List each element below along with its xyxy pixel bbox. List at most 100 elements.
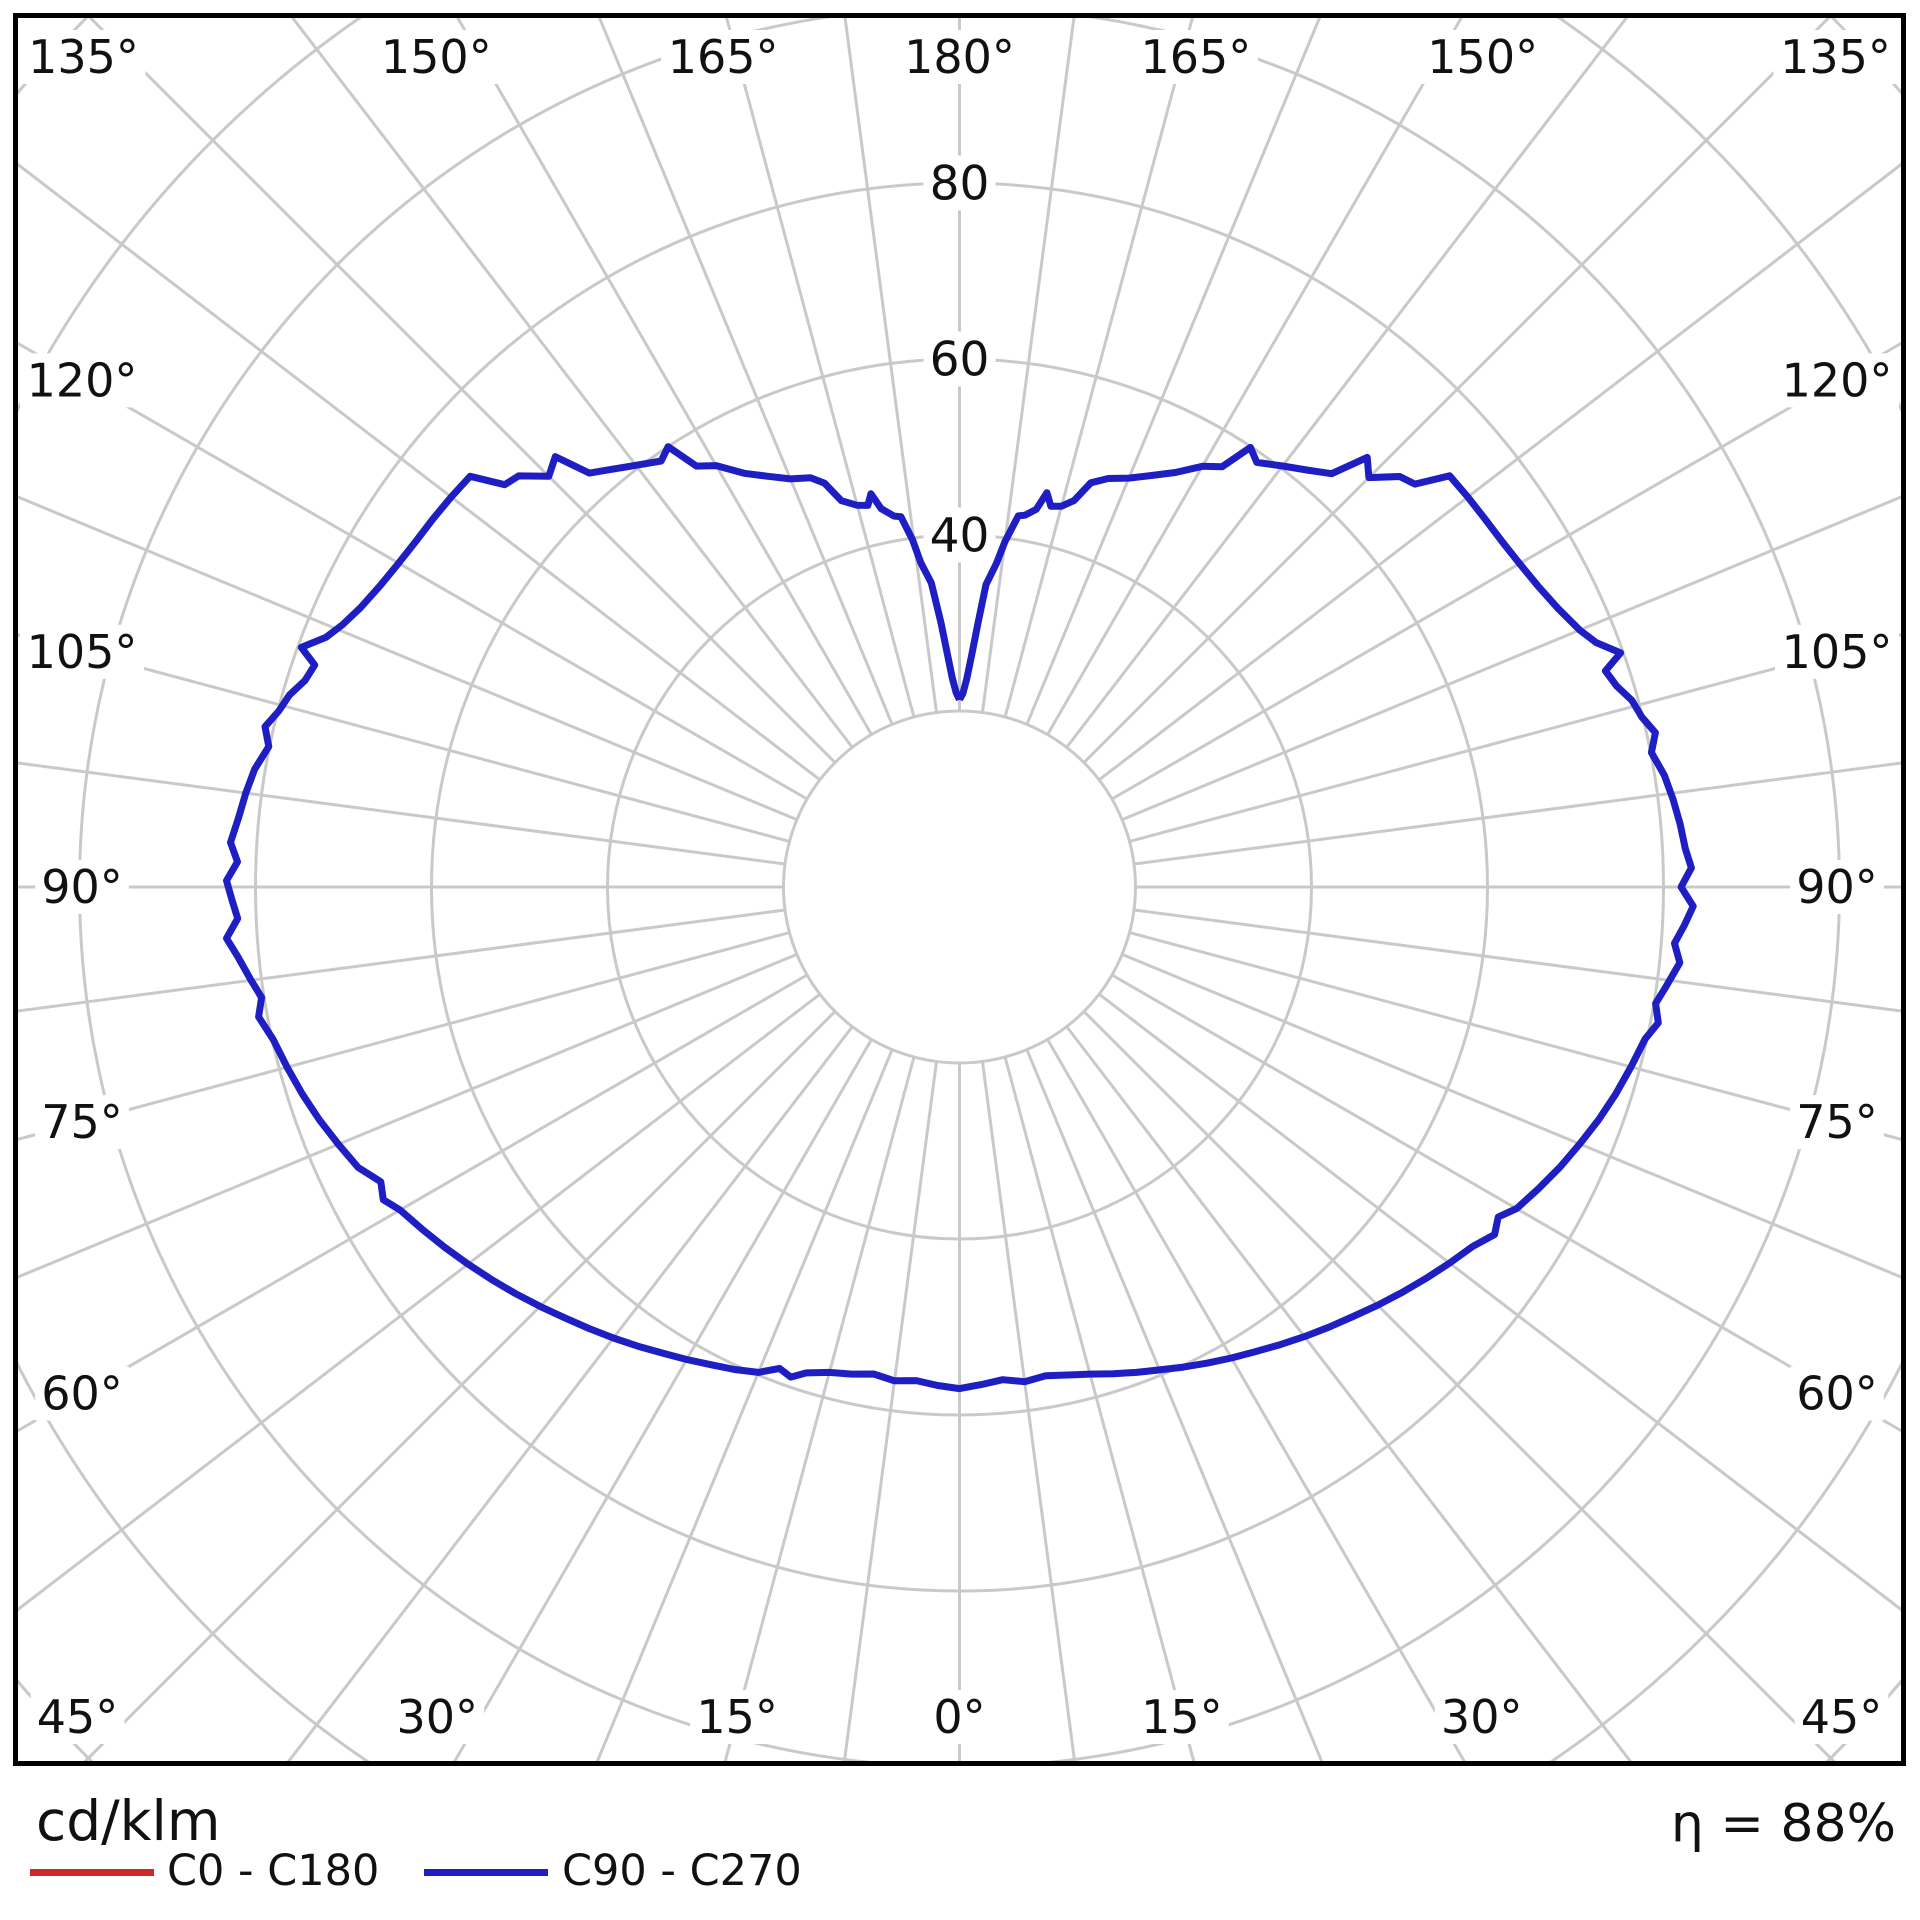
angular-spoke-202.5 [597, 18, 894, 725]
angle-label-135-right-backing [1773, 30, 1898, 84]
angle-label-150-left: 150° [381, 30, 492, 84]
angular-spoke-82.5 [1133, 908, 1901, 1013]
units-label: cd/klm [36, 1789, 221, 1853]
angle-label-150-right-backing [1420, 30, 1545, 84]
angular-spoke-195 [725, 18, 916, 718]
angular-spoke-210 [456, 18, 873, 736]
angle-label-105-right-backing [1774, 624, 1900, 679]
angle-label-180: 180° [904, 30, 1015, 84]
angle-label-60-left-backing [35, 1366, 129, 1421]
angle-label-135-right: 135° [1780, 30, 1891, 84]
angle-label-135-left-backing [21, 30, 146, 84]
angle-label-180-backing [897, 30, 1022, 84]
angular-spoke-232.5 [18, 162, 821, 782]
angle-label-75-right: 75° [1796, 1095, 1878, 1149]
angular-spoke-135 [1082, 18, 1831, 764]
angle-label-120-right: 120° [1782, 353, 1893, 407]
angle-label-15-left: 15° [696, 1690, 778, 1744]
angle-label-60-left: 60° [41, 1367, 123, 1421]
angular-spoke-315 [83, 1010, 837, 1761]
angular-spoke-97.5 [1133, 761, 1901, 866]
legend-swatch-c90-c270 [424, 1869, 548, 1876]
angle-label-45-left-backing [30, 1690, 125, 1744]
angle-label-45-right: 45° [1801, 1690, 1883, 1744]
angle-label-90-right: 90° [1796, 860, 1878, 914]
angle-label-45-right-backing [1794, 1690, 1889, 1744]
intensity-curve-c90-c270 [223, 443, 1697, 1393]
angular-spoke-120 [1111, 341, 1901, 801]
angular-spoke-45 [1082, 1010, 1836, 1761]
angular-spoke-52.5 [1098, 992, 1901, 1612]
angle-label-45-left: 45° [37, 1690, 119, 1744]
angular-spoke-30 [1046, 1038, 1466, 1761]
angular-spoke-15 [1003, 1056, 1196, 1761]
angular-spoke-60 [1111, 973, 1901, 1433]
angle-label-15-left-backing [690, 1690, 784, 1744]
angle-label-15-right: 15° [1141, 1690, 1223, 1744]
angular-spoke-240 [18, 341, 808, 801]
angle-label-90-left: 90° [41, 860, 123, 914]
angle-label-30-right: 30° [1441, 1690, 1523, 1744]
grid-labels: 40 60 80 180° 165° 165° 150° 150° 135° 135° 120° 12… [19, 30, 1900, 1744]
angle-label-165-right: 165° [1140, 30, 1251, 84]
angular-spoke-345 [723, 1056, 916, 1761]
angular-spoke-307.5 [18, 992, 821, 1612]
ring-label-80-backing [923, 155, 996, 211]
ring-label-80: 80 [930, 156, 990, 211]
angular-spoke-22.5 [1025, 1049, 1324, 1761]
ring-label-40: 40 [930, 508, 990, 563]
angular-spoke-225 [88, 18, 837, 764]
angle-label-105-left: 105° [27, 625, 138, 679]
angular-spoke-7.5 [980, 1061, 1077, 1761]
angular-spoke-75 [1129, 931, 1901, 1141]
ring-label-40-backing [923, 507, 996, 563]
legend-label-c90-c270: C90 - C270 [562, 1846, 802, 1896]
ring-label-60: 60 [930, 332, 990, 387]
angular-spoke-217.5 [290, 18, 854, 749]
angular-spoke-277.5 [18, 908, 786, 1013]
angle-label-75-left-backing [35, 1095, 129, 1150]
efficiency-label: η = 88% [1670, 1794, 1896, 1854]
angle-label-60-right: 60° [1796, 1367, 1878, 1421]
angular-spoke-165 [1003, 18, 1194, 718]
angular-spoke-337.5 [595, 1049, 894, 1761]
angle-label-165-left-backing [661, 30, 786, 84]
angular-spoke-300 [18, 973, 808, 1433]
angular-spoke-247.5 [18, 495, 798, 822]
angle-label-150-left-backing [374, 30, 499, 84]
angular-spoke-127.5 [1098, 162, 1901, 782]
intensity-curves [223, 443, 1697, 1393]
ring-label-60-backing [923, 331, 996, 387]
angular-spoke-157.5 [1025, 18, 1322, 725]
angle-label-0: 0° [933, 1690, 985, 1744]
angular-spoke-352.5 [842, 1061, 939, 1761]
angular-spoke-37.5 [1065, 1025, 1633, 1761]
angle-label-15-right-backing [1135, 1690, 1229, 1744]
angular-spoke-172.5 [980, 18, 1076, 713]
angular-spoke-187.5 [843, 18, 939, 713]
angular-spoke-142.5 [1065, 18, 1629, 749]
angular-spoke-322.5 [286, 1025, 854, 1761]
angle-label-60-right-backing [1790, 1366, 1884, 1421]
angle-label-165-right-backing [1133, 30, 1258, 84]
angle-label-120-right-backing [1774, 353, 1900, 408]
angle-label-105-right: 105° [1782, 625, 1893, 679]
angular-spoke-262.5 [18, 761, 786, 866]
legend-label-c0-c180: C0 - C180 [167, 1846, 380, 1896]
angular-spoke-105 [1129, 633, 1901, 843]
angular-spoke-150 [1046, 18, 1463, 736]
angular-spoke-330 [453, 1038, 873, 1761]
angle-label-105-left-backing [19, 624, 145, 679]
angle-label-30-right-backing [1434, 1690, 1529, 1744]
angle-label-0-backing [927, 1690, 992, 1744]
angle-label-30-left-backing [390, 1690, 485, 1744]
chart-frame [13, 13, 1906, 1766]
angle-label-90-right-backing [1790, 860, 1884, 914]
legend-swatch-c0-c180 [30, 1869, 154, 1876]
angle-label-90-left-backing [35, 860, 129, 914]
angle-label-165-left: 165° [668, 30, 779, 84]
angle-label-120-left: 120° [27, 353, 138, 407]
angle-label-135-left: 135° [28, 30, 139, 84]
angle-label-75-right-backing [1790, 1095, 1884, 1150]
